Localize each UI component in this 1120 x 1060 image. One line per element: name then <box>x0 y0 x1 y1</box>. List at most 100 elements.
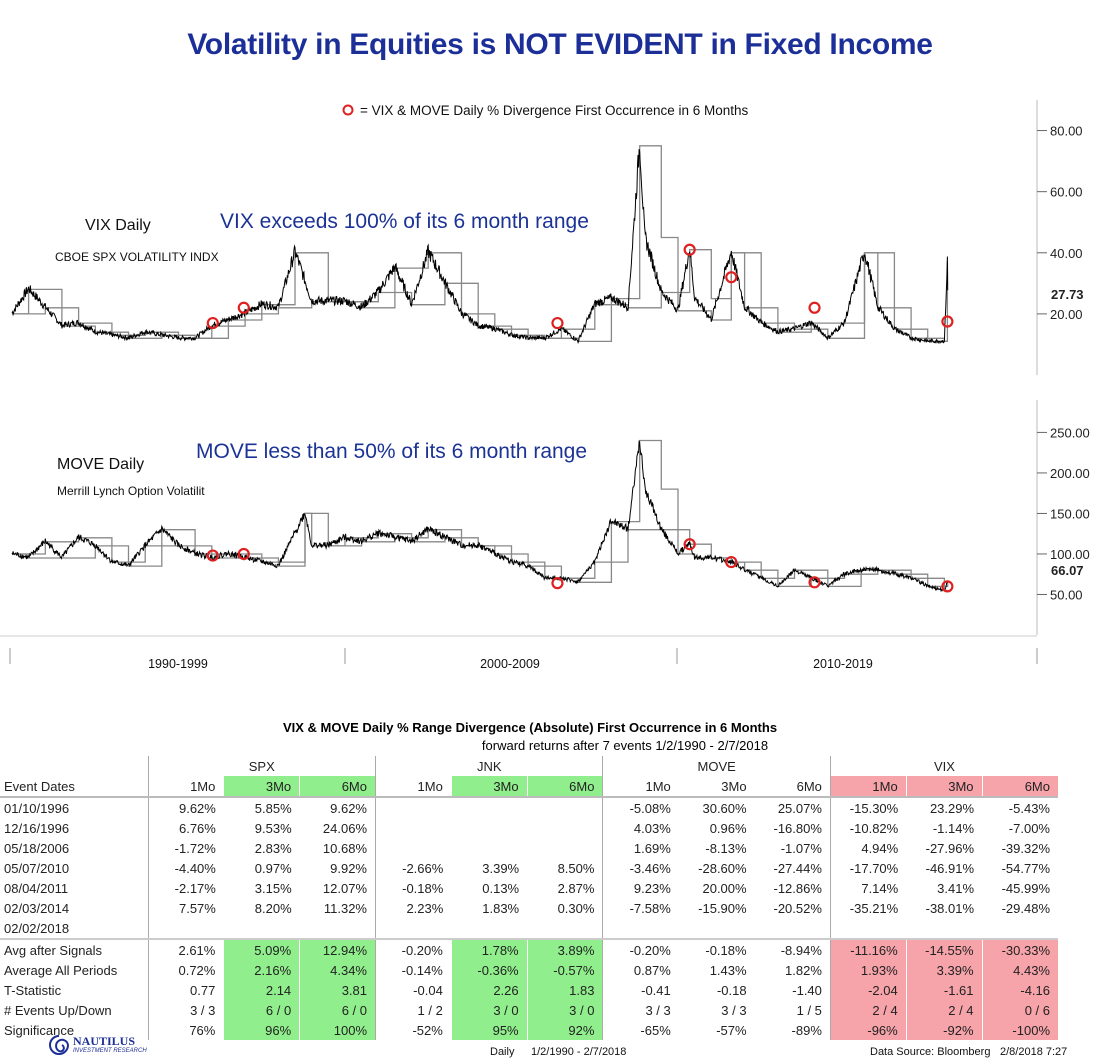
table-cell: 76% <box>147 1020 224 1040</box>
x-tick-label: 2000-2009 <box>480 657 540 671</box>
table-cell: 3.39% <box>482 860 520 876</box>
table-cell: -2.17% <box>147 878 224 898</box>
group-vix: VIX <box>829 756 1058 776</box>
table-cell: 3.39% <box>905 960 983 980</box>
vix-y-tick-label: 40.00 <box>1050 246 1083 261</box>
move-divergence-marker <box>808 576 821 589</box>
row-label: T-Statistic <box>4 982 62 998</box>
column-header: 6Mo <box>299 776 376 798</box>
table-cell: 1.82% <box>785 962 822 978</box>
table-cell: -15.30% <box>829 797 907 818</box>
move-y-tick-label: 100.00 <box>1050 547 1090 562</box>
table-cell: 92% <box>526 1020 603 1040</box>
table-cell <box>982 918 1058 939</box>
table-cell: 3.89% <box>526 938 603 960</box>
column-header: 6Mo <box>754 776 831 798</box>
table-cell <box>527 918 603 939</box>
table-cell <box>224 918 300 939</box>
move-divergence-marker <box>237 547 250 561</box>
vix-series-line <box>11 148 949 344</box>
table-cell: 0.30% <box>557 900 595 916</box>
table-cell: 95% <box>450 1020 528 1040</box>
row-label: # Events Up/Down <box>4 1002 112 1018</box>
vix-divergence-marker <box>941 315 954 328</box>
table-cell: -11.16% <box>829 938 907 960</box>
table-cell: -57% <box>716 1022 747 1038</box>
table-cell: 3 / 0 <box>526 1000 603 1020</box>
table-cell: -46.91% <box>925 860 975 876</box>
move-last-value: 66.07 <box>1051 563 1084 578</box>
table-cell <box>375 918 452 939</box>
table-cell: 2.87% <box>557 880 595 896</box>
table-cell: -7.00% <box>1008 820 1050 836</box>
table-cell: 25.07% <box>777 800 822 816</box>
column-header-row: Event Dates 1Mo 3Mo 6Mo 1Mo 3Mo 6Mo 1Mo 3Mo 6Mo 1M… <box>0 776 1058 798</box>
move-divergence-marker <box>551 577 564 590</box>
move-range-low-line <box>12 512 948 592</box>
table-cell: -54.77% <box>1001 860 1050 876</box>
table-cell: 3.15% <box>254 880 292 896</box>
column-header: 3Mo <box>223 776 300 798</box>
table-cell: 2.16% <box>223 960 300 980</box>
vix-divergence-marker <box>725 271 738 284</box>
table-cell <box>375 797 452 818</box>
table-cell: -15.90% <box>698 900 747 916</box>
event-row: 12/16/1996 6.76% 9.53% 24.06% 4.03% 0.96% -16.… <box>0 818 1058 838</box>
table-cell <box>602 918 679 939</box>
group-header-row: SPX JNK MOVE VIX <box>0 756 1058 776</box>
chart-area: = VIX & MOVE Daily % Divergence First Oc… <box>0 100 1090 671</box>
table-cell: -17.70% <box>829 858 907 878</box>
table-cell: 3 / 3 <box>602 1000 679 1020</box>
table-cell <box>451 918 527 939</box>
move-y-tick-label: 50.00 <box>1050 587 1083 602</box>
group-jnk: JNK <box>374 756 603 776</box>
table-cell: 0.72% <box>147 960 224 980</box>
table-cell: -4.40% <box>147 858 224 878</box>
table-cell: 3.81 <box>299 980 376 1000</box>
x-tick-label: 2010-2019 <box>813 657 873 671</box>
footer-date-range: 1/2/1990 - 2/7/2018 <box>531 1046 627 1058</box>
group-move: MOVE <box>602 756 831 776</box>
table-cell: 1.93% <box>829 960 907 980</box>
footer: NAUTILUS INVESTMENT RESEARCH Daily 1/2/1… <box>0 1035 1120 1060</box>
table-cell: 2.83% <box>254 840 292 856</box>
table-cell: -96% <box>829 1020 907 1040</box>
table-cell: 1 / 2 <box>375 1000 452 1020</box>
table-subtitle: forward returns after 7 events 1/2/1990 … <box>481 738 769 753</box>
table-cell: -8.13% <box>705 840 747 856</box>
table-cell: 0.97% <box>254 860 292 876</box>
row-label: 08/04/2011 <box>4 880 69 896</box>
table-cell: 2.26 <box>450 980 528 1000</box>
table-cell: 100% <box>299 1020 376 1040</box>
table-cell: 12.07% <box>322 880 367 896</box>
stats-row: T-Statistic 0.77 2.14 3.81 -0.04 2.26 1.83 -0.4… <box>0 980 1058 1000</box>
table-cell: -52% <box>375 1020 452 1040</box>
table-cell: -3.46% <box>602 858 679 878</box>
column-header: 3Mo <box>678 776 755 798</box>
row-label: Avg after Signals <box>0 938 149 960</box>
row-label: Significance <box>4 1022 75 1038</box>
move-divergence-marker <box>683 538 696 551</box>
table-cell <box>375 818 452 838</box>
row-label: 02/03/2014 <box>4 900 70 916</box>
table-cell: 0.77 <box>147 980 224 1000</box>
table-cell: -12.86% <box>773 880 822 896</box>
table-cell: -0.04 <box>375 980 452 1000</box>
column-header: 6Mo <box>981 776 1058 798</box>
column-header-event-dates: Event Dates <box>0 776 149 798</box>
vix-panel-subtitle: CBOE SPX VOLATILITY INDX <box>55 250 219 264</box>
table-cell: 10.68% <box>322 840 367 856</box>
table-cell <box>679 918 755 939</box>
table-cell <box>527 818 603 838</box>
table-cell: -2.66% <box>375 858 452 878</box>
table-cell: -10.82% <box>829 818 907 838</box>
table-cell: 9.23% <box>602 878 679 898</box>
column-header: 1Mo <box>147 776 224 798</box>
table-cell: 3 / 0 <box>450 1000 528 1020</box>
table-cell: 4.94% <box>829 838 907 858</box>
vix-last-value: 27.73 <box>1051 287 1084 302</box>
table-cell: -0.18% <box>375 878 452 898</box>
table-cell: 23.29% <box>929 800 975 816</box>
table-cell: 0 / 6 <box>981 1000 1058 1020</box>
